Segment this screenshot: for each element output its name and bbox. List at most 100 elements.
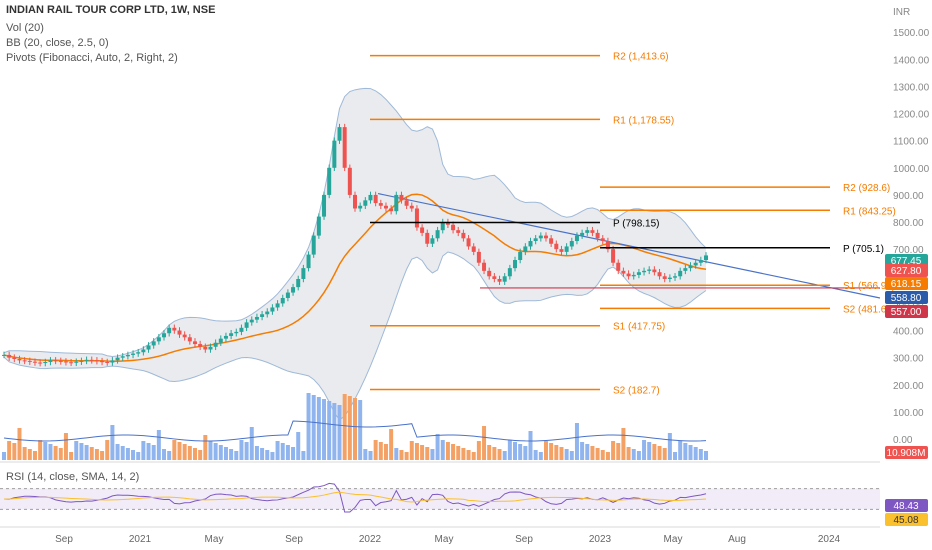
volume-ma-line — [3, 420, 707, 442]
candle — [306, 254, 311, 269]
volume-bar — [543, 441, 548, 460]
volume-bar — [466, 450, 471, 460]
candle — [636, 272, 641, 275]
legend-vol[interactable]: Vol (20) — [6, 22, 44, 34]
candle — [595, 232, 600, 239]
candle — [38, 362, 43, 364]
candle — [249, 319, 254, 323]
volume-bar — [456, 446, 461, 460]
pivot-label: R2 (1,413.6) — [613, 52, 669, 63]
volume-bar — [162, 449, 167, 460]
candle — [203, 346, 208, 350]
candle — [265, 311, 270, 315]
candle — [518, 251, 523, 261]
volume-bar — [172, 440, 177, 460]
volume-bar — [585, 444, 590, 460]
volume-bar — [502, 451, 507, 460]
candle — [688, 265, 693, 269]
volume-bar — [316, 397, 321, 460]
volume-bar — [492, 447, 497, 460]
candle — [89, 359, 94, 361]
rsi-value-label: 48.43 — [893, 501, 918, 512]
candle — [533, 238, 538, 242]
candle — [662, 276, 667, 279]
candle — [172, 327, 177, 331]
volume-bar — [89, 447, 94, 460]
candle — [626, 273, 631, 277]
pivot-label: R1 (843.25) — [843, 206, 896, 217]
candle — [239, 327, 244, 332]
price-tag — [885, 264, 928, 277]
candle — [497, 278, 502, 282]
candle — [451, 224, 456, 231]
time-tick-label: Sep — [55, 534, 73, 545]
volume-bar — [430, 449, 435, 460]
volume-bar — [327, 401, 332, 460]
candle — [110, 360, 115, 363]
candle — [368, 194, 373, 201]
volume-bar — [7, 441, 12, 460]
price-tick-label: 100.00 — [893, 408, 924, 419]
candle — [74, 361, 79, 363]
volume-bar — [652, 444, 657, 460]
volume-bar — [533, 450, 538, 460]
volume-bar — [79, 443, 84, 460]
volume-bar — [688, 445, 693, 460]
candle — [482, 262, 487, 271]
candle — [513, 260, 518, 269]
trendline — [377, 192, 881, 299]
candle — [43, 361, 48, 364]
volume-bar — [518, 444, 523, 460]
price-tick-label: 1100.00 — [893, 137, 929, 148]
volume-bar — [445, 442, 450, 460]
time-tick-label: 2023 — [589, 534, 612, 545]
candle — [616, 262, 621, 271]
volume-bar — [353, 398, 357, 460]
volume-bar — [693, 447, 698, 460]
candle — [79, 360, 84, 362]
candle — [683, 268, 688, 271]
candle — [698, 260, 703, 263]
volume-bar — [621, 428, 626, 460]
candle — [151, 341, 156, 346]
volume-bar — [100, 451, 105, 460]
price-tick-label: 0.00 — [893, 435, 913, 446]
legend-rsi[interactable]: RSI (14, close, SMA, 14, 2) — [6, 471, 140, 483]
volume-bar — [332, 403, 337, 460]
price-tag-label: 10.908M — [887, 448, 926, 459]
candle — [342, 127, 347, 168]
volume-bar — [38, 440, 43, 460]
volume-bar — [131, 450, 136, 460]
price-tag-label: 627.80 — [891, 266, 922, 277]
time-tick-label: 2024 — [818, 534, 841, 545]
volume-bar — [611, 441, 616, 460]
volume-bar — [574, 423, 579, 460]
volume-bar — [275, 441, 280, 460]
volume-bar — [53, 446, 58, 460]
candle — [435, 230, 440, 239]
pivot-label: R1 (1,178.55) — [613, 115, 674, 126]
price-tick-label: 800.00 — [893, 218, 924, 229]
candle — [69, 362, 74, 364]
time-tick-label: Aug — [728, 534, 746, 545]
candle — [177, 330, 182, 335]
volume-bar — [151, 445, 156, 460]
price-tag — [885, 254, 928, 267]
price-tick-label: 1500.00 — [893, 28, 930, 39]
volume-bar — [12, 443, 17, 460]
volume-bar — [471, 452, 476, 460]
legend-pivots[interactable]: Pivots (Fibonacci, Auto, 2, Right, 2) — [6, 52, 178, 64]
volume-bar — [683, 443, 688, 460]
volume-bar — [507, 440, 512, 460]
price-tag — [885, 277, 928, 290]
time-tick-label: Sep — [515, 534, 533, 545]
price-tick-label: 1200.00 — [893, 110, 930, 121]
volume-bar — [626, 447, 631, 460]
candle — [353, 194, 357, 209]
volume-bar — [265, 450, 270, 460]
legend-bb[interactable]: BB (20, close, 2.5, 0) — [6, 37, 109, 49]
volume-bar — [538, 452, 543, 460]
candle — [440, 222, 445, 231]
price-tick-label: 1000.00 — [893, 164, 930, 175]
candle — [182, 334, 187, 338]
